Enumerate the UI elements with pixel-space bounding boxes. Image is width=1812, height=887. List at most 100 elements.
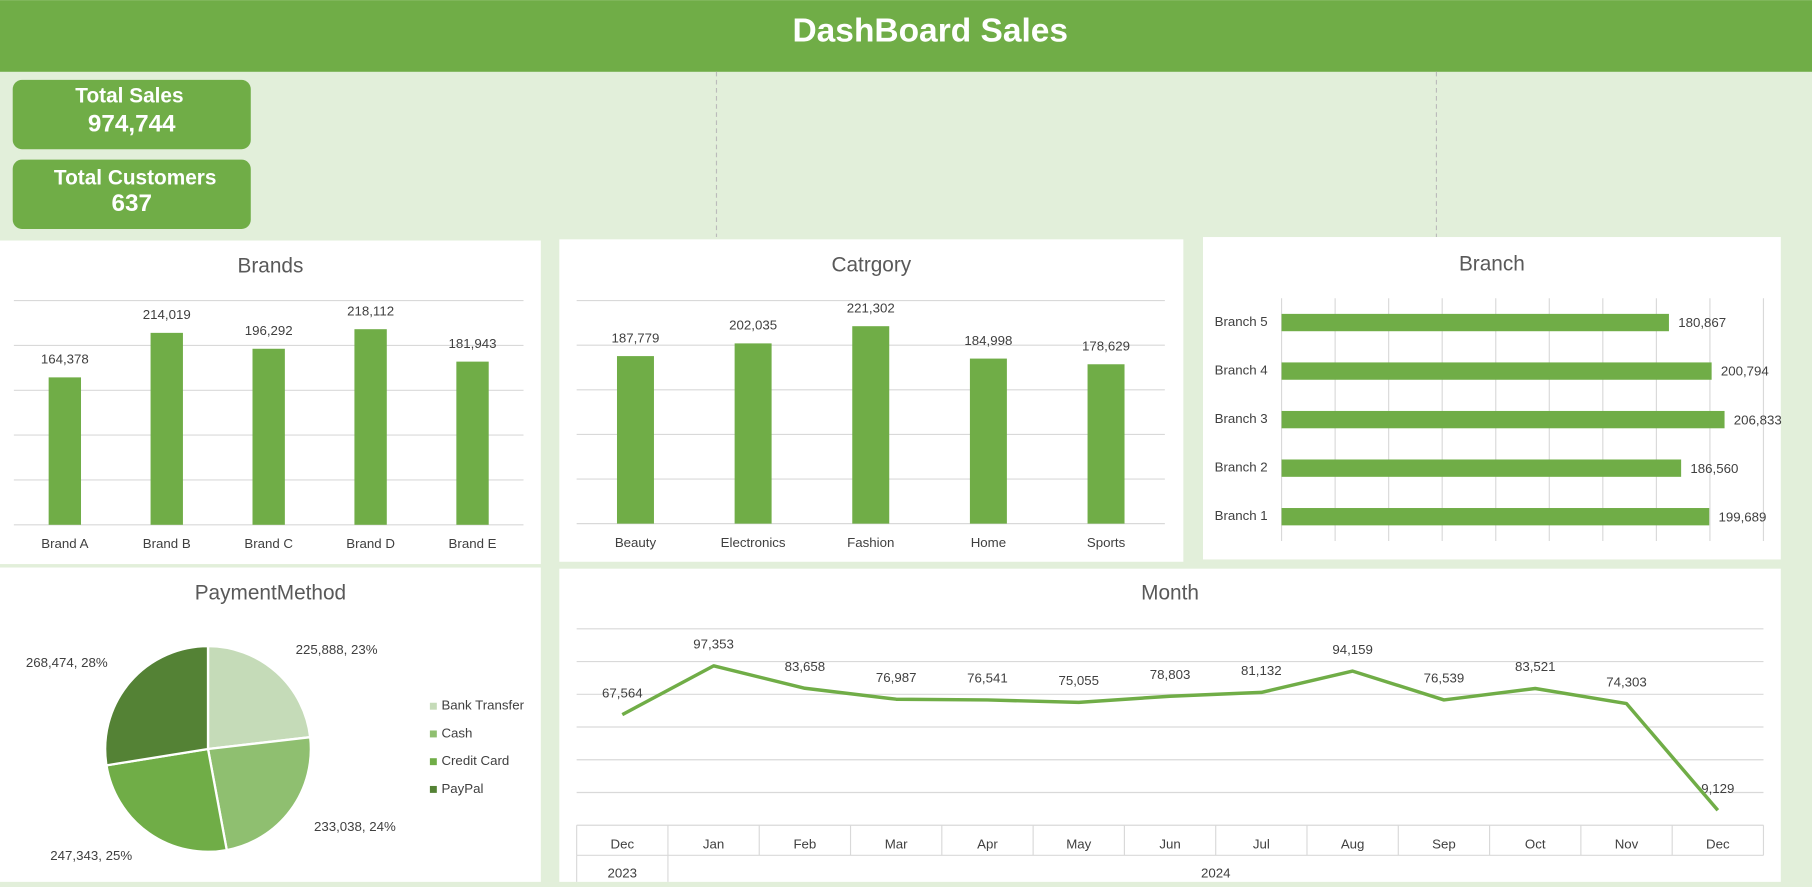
- x-tick-label: Dec: [1706, 836, 1730, 851]
- kpi-value: 637: [112, 190, 152, 217]
- kpi-label: Total Sales: [75, 85, 183, 108]
- line: [621, 664, 1720, 812]
- data-label: 206,833: [1734, 412, 1782, 427]
- header-bar: [0, 0, 1812, 72]
- y-tick-label: Branch 1: [1215, 508, 1268, 523]
- legend-label: Credit Card: [441, 753, 509, 768]
- legend-label: PayPal: [441, 781, 483, 796]
- bar: [1281, 362, 1712, 380]
- y-tick-label: Branch 3: [1215, 411, 1268, 426]
- kpi-value: 974,744: [88, 110, 176, 137]
- kpi-label: Total Customers: [54, 167, 217, 190]
- bar: [456, 361, 489, 525]
- bar: [1281, 459, 1682, 477]
- chart-title: Branch: [1459, 252, 1525, 275]
- x-tick-label: May: [1066, 836, 1091, 851]
- legend-swatch: [429, 702, 437, 710]
- chart-title: Catrgory: [831, 253, 911, 276]
- x-tick-label: Dec: [611, 836, 635, 851]
- data-label: 164,378: [41, 352, 89, 367]
- data-label: 268,474, 28%: [26, 655, 108, 670]
- legend-swatch: [429, 785, 437, 793]
- bar: [1281, 410, 1725, 429]
- x-tick-label: Sports: [1087, 535, 1126, 550]
- legend-swatch: [429, 758, 437, 766]
- bar: [48, 377, 82, 525]
- data-label: 196,292: [245, 323, 293, 338]
- bar: [852, 326, 890, 524]
- data-label: 97,353: [693, 637, 734, 652]
- x-tick-label: Electronics: [721, 535, 786, 550]
- data-label: 247,343, 25%: [50, 848, 132, 863]
- bar: [1087, 364, 1125, 524]
- data-label: 9,129: [1701, 781, 1734, 796]
- data-label: 76,539: [1424, 671, 1465, 686]
- x-tick-label: Brand E: [449, 536, 497, 551]
- x-tick-label: Aug: [1341, 836, 1365, 851]
- data-label: 83,658: [785, 659, 826, 674]
- data-label: 225,888, 23%: [296, 642, 378, 657]
- x-tick-label: Brand D: [346, 536, 395, 551]
- x-tick-label: Brand C: [244, 536, 293, 551]
- data-label: 81,132: [1241, 663, 1282, 678]
- x-tick-label: Oct: [1525, 836, 1546, 851]
- panel: [1202, 237, 1781, 560]
- header-title: DashBoard Sales: [792, 12, 1068, 49]
- bar: [969, 358, 1007, 524]
- data-label: 218,112: [347, 303, 394, 318]
- panel: [559, 568, 1781, 882]
- data-label: 200,794: [1721, 364, 1769, 379]
- data-label: 178,629: [1082, 338, 1130, 353]
- x-tick-label: Beauty: [615, 535, 657, 550]
- y-tick-label: Branch 4: [1215, 363, 1268, 378]
- legend-label: Cash: [441, 725, 472, 740]
- data-label: 214,019: [143, 307, 191, 322]
- data-label: 76,541: [967, 671, 1008, 686]
- chart-title: Month: [1141, 582, 1199, 605]
- bar: [252, 348, 285, 525]
- pie-slice: [105, 747, 229, 853]
- kpi-card: [12, 159, 251, 229]
- legend-label: Bank Transfer: [441, 698, 524, 713]
- data-label: 199,689: [1718, 509, 1766, 524]
- x-tick-label: Jun: [1159, 836, 1180, 851]
- data-label: 83,521: [1515, 659, 1556, 674]
- data-label: 78,803: [1150, 667, 1191, 682]
- bar: [616, 356, 654, 524]
- bar: [1281, 313, 1669, 332]
- x-tick-label: Fashion: [847, 535, 894, 550]
- data-label: 76,987: [876, 670, 917, 685]
- pie-slice: [206, 644, 312, 751]
- x-tick-label: Jan: [703, 836, 724, 851]
- data-label: 202,035: [729, 318, 777, 333]
- data-label: 180,867: [1678, 315, 1726, 330]
- x-tick-label: Apr: [977, 836, 998, 851]
- group-label: 2024: [1201, 865, 1231, 880]
- legend-swatch: [429, 730, 437, 738]
- y-tick-label: Branch 5: [1215, 314, 1268, 329]
- bar: [734, 343, 772, 524]
- kpi-card: [12, 79, 251, 150]
- x-tick-label: Nov: [1615, 836, 1639, 851]
- bar: [1281, 508, 1710, 526]
- data-label: 186,560: [1690, 461, 1738, 476]
- data-label: 75,055: [1058, 673, 1099, 688]
- x-tick-label: Home: [971, 535, 1006, 550]
- data-label: 187,779: [611, 330, 659, 345]
- data-label: 181,943: [449, 336, 497, 351]
- bar: [354, 329, 387, 525]
- data-label: 67,564: [602, 685, 643, 700]
- data-label: 221,302: [847, 300, 895, 315]
- data-label: 184,998: [964, 333, 1012, 348]
- data-label: 94,159: [1332, 642, 1373, 657]
- x-tick-label: Brand A: [41, 536, 88, 551]
- x-tick-label: Feb: [793, 836, 816, 851]
- pie-slice: [206, 735, 312, 852]
- x-tick-label: Mar: [885, 836, 908, 851]
- data-label: 74,303: [1606, 674, 1647, 689]
- pie-slice: [104, 644, 210, 767]
- data-label: 233,038, 24%: [314, 819, 396, 834]
- bar: [150, 332, 183, 525]
